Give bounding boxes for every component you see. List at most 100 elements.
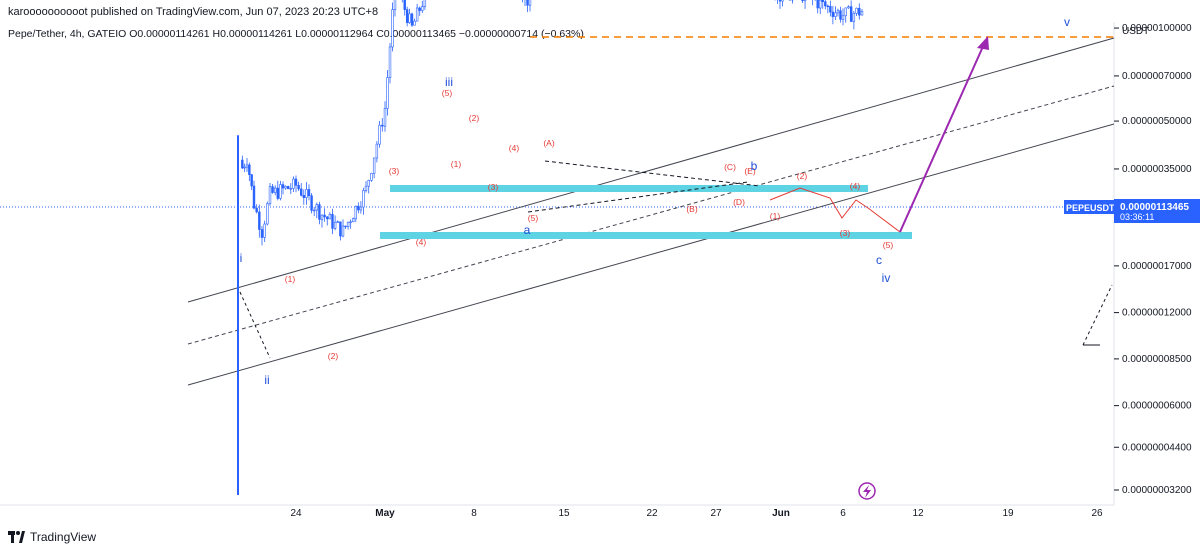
- currency-label: USDT: [1122, 26, 1149, 37]
- last-price-badge: [1114, 199, 1200, 223]
- candle: [279, 180, 282, 201]
- price-tick-label: 0.00000050000: [1122, 116, 1192, 127]
- candle: [393, 0, 397, 17]
- wave-label-red: (D): [733, 197, 745, 207]
- candle: [858, 3, 861, 20]
- candle: [372, 157, 376, 179]
- candle: [362, 187, 365, 215]
- candle: [401, 0, 403, 3]
- candle: [803, 0, 807, 9]
- candle: [831, 5, 835, 25]
- candle: [252, 180, 256, 210]
- candle: [834, 6, 837, 21]
- time-tick-label: 15: [558, 508, 570, 519]
- candle: [349, 219, 352, 229]
- price-axis[interactable]: 0.000008000000.000005500000.000004000000…: [1114, 0, 1192, 496]
- candle: [359, 201, 363, 214]
- last-price-text: 0.00000113465: [1120, 202, 1189, 213]
- candle: [812, 0, 814, 6]
- candle: [302, 189, 305, 205]
- candle: [386, 70, 389, 116]
- candle: [375, 141, 379, 163]
- price-tick-label: 0.00000004400: [1122, 442, 1192, 453]
- lightning-icon[interactable]: [858, 482, 876, 500]
- candle: [364, 181, 368, 193]
- wave-label-red: (2): [797, 171, 808, 181]
- wave-label-blue: a: [524, 223, 531, 237]
- countdown-text: 03:36:11: [1120, 212, 1154, 222]
- projection-arrow: [899, 41, 986, 233]
- channel-mid-line: [187, 85, 1115, 345]
- candle: [299, 183, 303, 197]
- candle: [284, 185, 287, 190]
- candle: [271, 183, 274, 194]
- candle: [250, 174, 253, 191]
- wave-label-blue: i: [240, 251, 243, 265]
- candle: [352, 217, 355, 223]
- time-tick-label: 22: [646, 508, 658, 519]
- candle: [339, 221, 342, 241]
- candle: [819, 0, 822, 15]
- candle: [326, 215, 329, 226]
- candle: [333, 215, 337, 231]
- candle: [307, 184, 311, 201]
- candle: [839, 6, 842, 23]
- candle: [836, 8, 840, 17]
- candle: [310, 193, 313, 214]
- price-tick-label: 0.00000070000: [1122, 71, 1192, 82]
- candle: [423, 0, 427, 10]
- wave-label-red: (4): [416, 237, 427, 247]
- candle: [281, 181, 285, 195]
- candle: [847, 5, 850, 9]
- wave-label-blue: iv: [882, 271, 891, 285]
- publisher-text: karoooooooooot published on TradingView.…: [8, 6, 379, 18]
- candle: [408, 8, 411, 24]
- time-axis[interactable]: 24 May 8 15 22 27 Jun 6 12 19 26: [290, 508, 1103, 519]
- candle: [328, 212, 332, 220]
- wave-label-red: (3): [488, 182, 499, 192]
- candle: [305, 182, 308, 205]
- wave-label-red: (5): [442, 88, 453, 98]
- candle: [816, 0, 819, 14]
- time-tick-label: 12: [912, 508, 924, 519]
- candle: [778, 0, 782, 9]
- time-tick-label: May: [375, 508, 395, 519]
- wave-label-red: (1): [285, 274, 296, 284]
- candle: [268, 183, 272, 206]
- candle: [243, 163, 246, 173]
- candle: [260, 226, 264, 246]
- candle: [814, 0, 816, 1]
- candle: [344, 225, 347, 230]
- time-tick-label: 19: [1002, 508, 1014, 519]
- candle: [829, 0, 832, 17]
- price-tick-label: 0.00000006000: [1122, 401, 1192, 412]
- wave-label-red: (A): [543, 138, 555, 148]
- time-tick-label: 26: [1091, 508, 1103, 519]
- time-tick-label: 24: [290, 508, 302, 519]
- candle: [791, 0, 794, 4]
- wave-label-red: (3): [389, 166, 400, 176]
- candle: [255, 204, 258, 214]
- candle: [323, 208, 326, 222]
- candle: [276, 180, 279, 201]
- candle: [777, 0, 778, 4]
- ohlc-values: O0.00000114261 H0.00000114261 L0.0000011…: [129, 28, 584, 40]
- channel-lower-line: [187, 123, 1115, 386]
- wave-label-red: (2): [328, 351, 339, 361]
- projection-arrowhead: [977, 36, 989, 50]
- wave-ii-line: [239, 291, 271, 359]
- candle: [367, 179, 370, 194]
- candles-group: [237, 0, 864, 495]
- candle: [826, 4, 830, 14]
- candle: [320, 214, 324, 228]
- ticker-badge: [1064, 200, 1114, 214]
- price-tick-label: 0.00000008500: [1122, 354, 1192, 365]
- time-tick-label: 6: [840, 508, 846, 519]
- price-tick-label: 0.00000012000: [1122, 308, 1192, 319]
- candle: [258, 204, 261, 238]
- mini-dashed-line: [1082, 284, 1113, 346]
- candle: [852, 11, 856, 30]
- wave-label-blue: ii: [264, 373, 269, 387]
- wave-label-red: (3): [840, 228, 851, 238]
